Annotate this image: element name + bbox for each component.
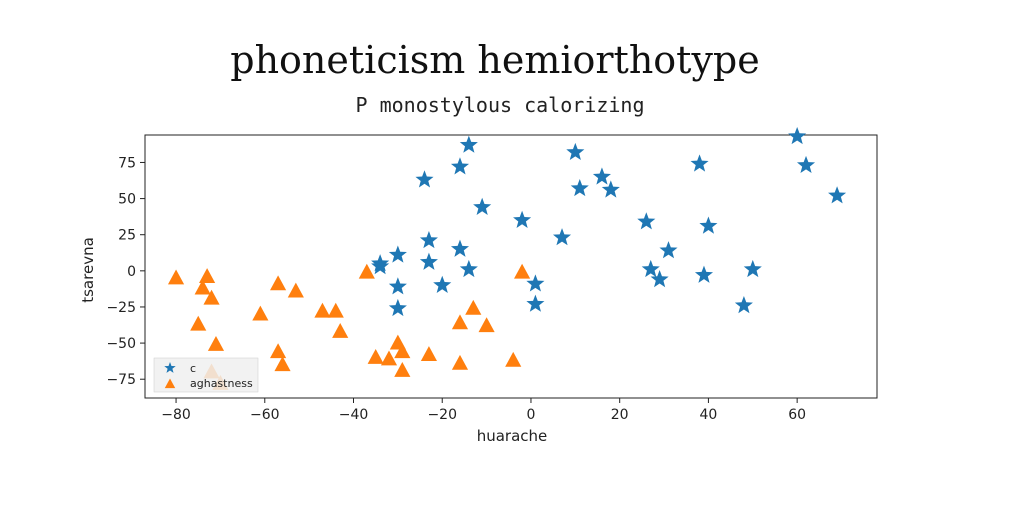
x-tick-label: −80: [161, 407, 191, 423]
data-point-star: [450, 157, 470, 175]
legend: c aghastness: [153, 357, 259, 393]
data-point-star: [415, 170, 434, 188]
data-point-triangle: [252, 305, 269, 321]
data-point-star: [796, 155, 816, 174]
data-point-star: [566, 142, 585, 161]
legend-label-c: c: [190, 362, 196, 375]
data-point-triangle: [207, 336, 225, 351]
data-point-triangle: [327, 302, 344, 318]
data-point-star: [699, 216, 718, 234]
data-point-star: [637, 212, 656, 230]
data-point-star: [388, 298, 407, 317]
data-point-triangle: [190, 315, 207, 331]
y-tick-label: 0: [127, 264, 136, 280]
y-tick-label: −75: [106, 372, 136, 388]
chart-subtitle: P monostylous calorizing: [356, 93, 645, 117]
data-point-triangle: [420, 346, 438, 362]
data-point-triangle: [270, 275, 287, 291]
data-point-triangle: [332, 323, 349, 338]
data-point-star: [419, 252, 438, 270]
data-points: [167, 126, 847, 390]
data-point-triangle: [199, 268, 216, 283]
y-tick-label: 75: [118, 155, 136, 171]
data-point-star: [734, 296, 753, 314]
data-point-triangle: [394, 343, 411, 359]
data-point-triangle: [194, 279, 211, 295]
y-tick-label: −50: [106, 336, 136, 352]
legend-marker-star: [164, 362, 176, 373]
data-point-star: [641, 259, 660, 278]
data-point-star: [388, 277, 407, 295]
data-point-star: [694, 265, 714, 283]
data-point-star: [459, 259, 478, 278]
data-point-star: [650, 270, 669, 288]
x-axis-label: huarache: [477, 427, 548, 445]
data-point-triangle: [514, 263, 531, 279]
y-tick-label: −25: [106, 300, 136, 316]
data-point-triangle: [287, 282, 304, 298]
x-tick-label: −40: [339, 407, 369, 423]
y-tick-label: 50: [118, 192, 136, 208]
legend-label-aghastness: aghastness: [190, 377, 253, 390]
data-point-triangle: [167, 269, 185, 285]
legend-marker-triangle: [164, 378, 176, 389]
data-point-triangle: [367, 349, 384, 364]
data-point-star: [450, 239, 470, 257]
data-point-triangle: [358, 263, 375, 279]
y-axis-label: tsarevna: [79, 237, 97, 303]
data-point-star: [788, 126, 807, 145]
data-point-star: [526, 294, 545, 312]
data-point-star: [513, 210, 532, 228]
data-point-star: [419, 230, 438, 249]
x-tick-label: 20: [611, 407, 629, 423]
data-point-star: [459, 135, 478, 153]
data-point-star: [828, 186, 847, 204]
data-point-triangle: [203, 289, 220, 305]
chart-title: phoneticism hemiorthotype: [230, 38, 759, 82]
x-tick-label: 0: [527, 407, 536, 423]
data-point-star: [388, 245, 407, 263]
data-point-triangle: [270, 343, 287, 359]
data-point-star: [473, 197, 492, 215]
x-tick-label: −60: [250, 407, 280, 423]
data-point-triangle: [505, 351, 522, 367]
data-point-star: [592, 167, 611, 185]
data-point-triangle: [314, 302, 331, 318]
data-point-triangle: [478, 317, 495, 333]
data-point-star: [690, 154, 709, 172]
x-tick-label: 60: [788, 407, 806, 423]
data-point-triangle: [394, 362, 411, 377]
data-point-star: [552, 228, 572, 246]
data-point-star: [659, 241, 678, 259]
legend-items: [164, 362, 176, 389]
data-point-star: [601, 180, 620, 198]
data-point-triangle: [451, 354, 469, 370]
data-point-triangle: [451, 314, 469, 330]
data-point-triangle: [274, 356, 291, 372]
y-axis-ticks: 75 50 25 0 −25 −50 −75: [106, 155, 145, 388]
y-tick-label: 25: [118, 228, 136, 244]
data-point-star: [433, 275, 452, 293]
x-tick-label: 40: [700, 407, 718, 423]
x-axis-ticks: −80 −60 −40 −20 0 20 40 60: [161, 398, 806, 423]
data-point-triangle: [465, 299, 482, 315]
plot-area: [144, 134, 878, 399]
data-point-triangle: [380, 350, 398, 366]
data-point-star: [526, 274, 545, 292]
data-point-star: [570, 178, 589, 197]
data-point-star: [743, 259, 762, 278]
x-tick-label: −20: [427, 407, 457, 423]
data-point-star: [371, 257, 390, 275]
